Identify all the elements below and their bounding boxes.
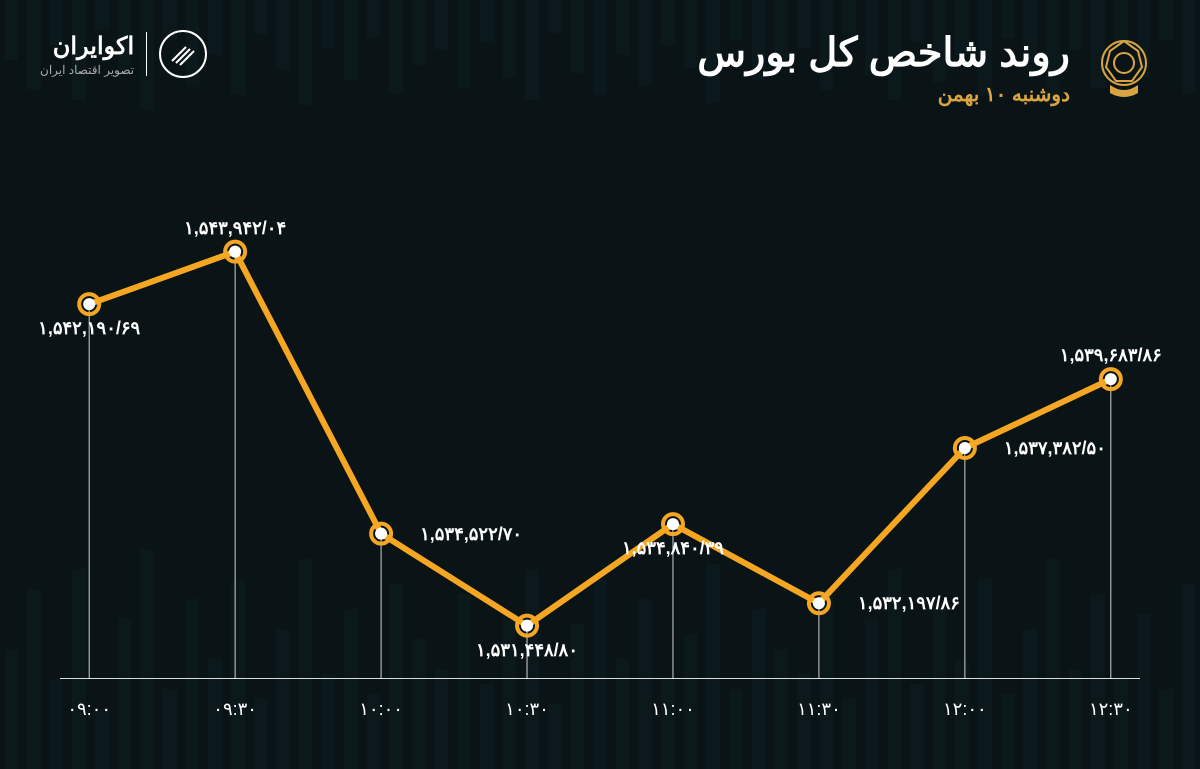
chart-subtitle: دوشنبه ۱۰ بهمن	[697, 82, 1070, 107]
x-tick: ۱۰:۳۰	[505, 699, 549, 720]
brand-tagline: تصویر اقتصاد ایران	[40, 63, 134, 77]
value-label: ۱,۵۳۲,۱۹۷/۸۶	[858, 593, 960, 614]
x-axis: ۰۹:۰۰ ۰۹:۳۰ ۱۰:۰۰ ۱۰:۳۰ ۱۱:۰۰ ۱۱:۳۰ ۱۲:۰۰ ۱۲:۳۰	[60, 699, 1140, 729]
brand-name: اکوایران	[40, 32, 134, 61]
value-label: ۱,۵۴۳,۹۴۲/۰۴	[184, 218, 286, 239]
title-block: روند شاخص کل بورس دوشنبه ۱۰ بهمن	[697, 30, 1160, 107]
chart-title: روند شاخص کل بورس	[697, 30, 1070, 76]
value-label: ۱,۵۳۱,۴۴۸/۸۰	[476, 640, 578, 661]
line-chart	[60, 180, 1140, 679]
x-tick: ۱۲:۰۰	[943, 699, 987, 720]
chart-area: ۱,۵۴۲,۱۹۰/۶۹۱,۵۴۳,۹۴۲/۰۴۱,۵۳۴,۵۲۲/۷۰۱,۵۳…	[60, 180, 1140, 679]
brand-block: اکوایران تصویر اقتصاد ایران	[40, 30, 207, 78]
x-tick: ۰۹:۰۰	[67, 699, 111, 720]
value-label: ۱,۵۳۴,۵۲۲/۷۰	[420, 524, 522, 545]
emblem-icon	[1088, 33, 1160, 105]
value-label: ۱,۵۴۲,۱۹۰/۶۹	[38, 318, 140, 339]
x-tick: ۱۲:۳۰	[1089, 699, 1133, 720]
x-tick: ۱۰:۰۰	[359, 699, 403, 720]
x-tick: ۰۹:۳۰	[213, 699, 257, 720]
x-tick: ۱۱:۳۰	[797, 699, 841, 720]
brand-logo-icon	[159, 30, 207, 78]
brand-divider	[146, 32, 147, 76]
value-label: ۱,۵۳۴,۸۴۰/۳۹	[622, 538, 724, 559]
x-axis-line	[60, 678, 1140, 679]
x-tick: ۱۱:۰۰	[651, 699, 695, 720]
header: اکوایران تصویر اقتصاد ایران روند شاخص کل…	[40, 30, 1160, 107]
value-label: ۱,۵۳۷,۳۸۲/۵۰	[1004, 438, 1106, 459]
value-label: ۱,۵۳۹,۶۸۳/۸۶	[1060, 345, 1162, 366]
